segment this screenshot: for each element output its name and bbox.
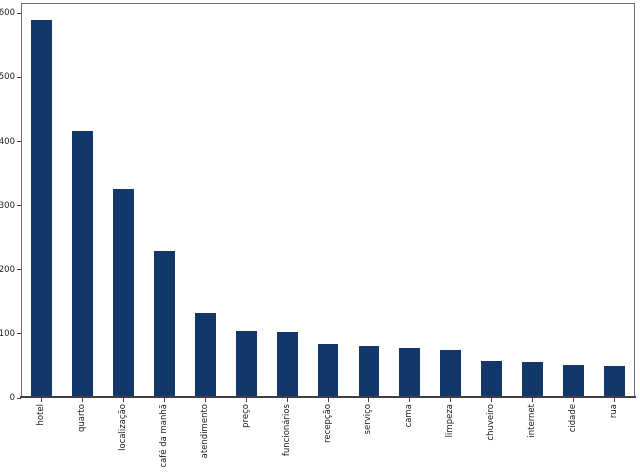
x-tick-mark — [163, 398, 165, 402]
bar-slot — [267, 3, 308, 398]
bar-recepção — [317, 343, 339, 398]
y-tick-label-600: 600 — [0, 8, 15, 19]
x-tick-mark — [368, 398, 370, 402]
bar-rua — [604, 365, 626, 398]
x-tick-mark — [122, 398, 124, 402]
right-spine — [634, 3, 635, 398]
x-tick-mark — [491, 398, 493, 402]
bar-limpeza — [440, 349, 462, 398]
bar-slot — [349, 3, 390, 398]
x-tick-label-hotel: hotel — [35, 404, 46, 426]
x-tick-label-quarto: quarto — [76, 404, 87, 433]
x-tick-mark — [409, 398, 411, 402]
x-tick-label-recepção: recepção — [322, 404, 333, 443]
bar-slot — [594, 3, 635, 398]
y-tick-mark — [17, 12, 21, 14]
x-tick-label-chuveiro: chuveiro — [486, 404, 497, 441]
bar-slot — [471, 3, 512, 398]
x-tick-mark — [286, 398, 288, 402]
y-tick-mark — [17, 397, 21, 399]
x-tick-mark — [532, 398, 534, 402]
bar-chuveiro — [481, 361, 503, 398]
bar-slot — [62, 3, 103, 398]
bars-container — [21, 3, 635, 398]
x-tick-label-limpeza: limpeza — [445, 404, 456, 438]
bar-serviço — [358, 346, 380, 398]
bar-slot — [553, 3, 594, 398]
x-tick-label-atendimento: atendimento — [199, 404, 210, 459]
y-tick-mark — [17, 269, 21, 271]
bar-café-da-manhã — [153, 251, 175, 398]
y-tick-label-500: 500 — [0, 72, 15, 83]
bar-hotel — [31, 19, 52, 398]
bar-slot — [430, 3, 471, 398]
y-tick-mark — [17, 141, 21, 142]
x-tick-label-rua: rua — [609, 404, 620, 419]
x-tick-label-serviço: serviço — [363, 404, 374, 435]
x-tick-mark — [81, 398, 83, 402]
top-spine — [21, 3, 635, 4]
plot-area — [20, 3, 636, 398]
y-tick-label-400: 400 — [0, 136, 15, 147]
x-tick-label-café-da-manhã: café da manhã — [158, 404, 169, 468]
x-tick-mark — [450, 398, 452, 402]
bar-slot — [185, 3, 226, 398]
bar-slot — [226, 3, 267, 398]
bar-cidade — [563, 365, 585, 398]
x-axis-line — [20, 396, 636, 398]
bar-internet — [522, 362, 544, 398]
y-tick-mark — [17, 76, 21, 78]
x-tick-label-cama: cama — [404, 404, 415, 428]
bar-slot — [103, 3, 144, 398]
x-tick-mark — [245, 398, 247, 402]
x-tick-mark — [327, 398, 329, 402]
x-tick-mark — [573, 398, 575, 402]
x-tick-label-funcionários: funcionários — [281, 404, 292, 457]
y-tick-label-0: 0 — [9, 393, 15, 403]
bar-slot — [512, 3, 553, 398]
bar-slot — [21, 3, 62, 398]
x-tick-label-internet: internet — [527, 404, 538, 438]
bar-slot — [144, 3, 185, 398]
bar-quarto — [71, 130, 93, 398]
bar-slot — [389, 3, 430, 398]
bar-localização — [112, 188, 134, 398]
x-tick-label-localização: localização — [117, 404, 128, 451]
bar-atendimento — [194, 312, 216, 398]
y-tick-mark — [17, 205, 21, 207]
left-spine — [21, 3, 22, 398]
bar-funcionários — [276, 331, 298, 398]
bar-slot — [308, 3, 349, 398]
bar-cama — [399, 347, 421, 398]
x-tick-label-cidade: cidade — [568, 404, 579, 433]
y-tick-label-300: 300 — [0, 200, 15, 211]
y-tick-mark — [17, 333, 21, 335]
x-tick-label-preço: preço — [240, 404, 251, 428]
x-tick-mark — [204, 398, 206, 402]
y-tick-label-100: 100 — [0, 328, 15, 339]
y-tick-label-200: 200 — [0, 264, 15, 275]
x-tick-mark — [40, 398, 42, 402]
bar-preço — [235, 331, 257, 398]
x-tick-mark — [614, 398, 616, 402]
